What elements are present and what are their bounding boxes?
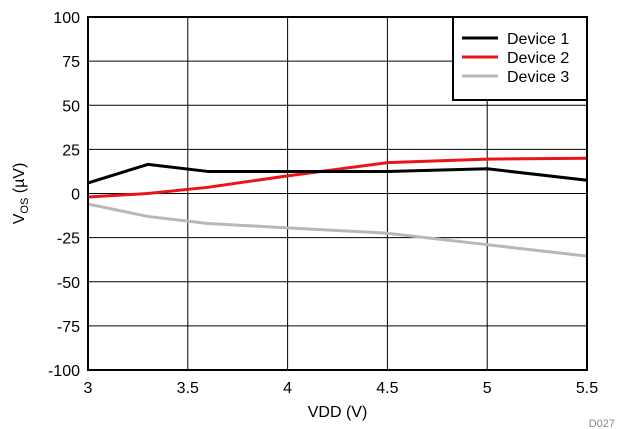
- series-line-device-1: [87, 162, 588, 185]
- x-axis-title: VDD (V): [308, 404, 368, 421]
- series-line-device-2: [87, 156, 588, 199]
- y-tick-label: 50: [62, 98, 80, 115]
- x-tick-label: 3.5: [177, 380, 199, 397]
- series-lines: [87, 156, 588, 258]
- y-axis-title-main: V: [11, 213, 28, 224]
- y-tick-label: -75: [57, 319, 80, 336]
- legend: Device 1 Device 2 Device 3: [452, 16, 588, 101]
- x-tick-label: 4: [283, 380, 292, 397]
- legend-label: Device 2: [507, 50, 569, 67]
- y-tick-label: 75: [62, 54, 80, 71]
- y-axis-title-unit: (µV): [11, 163, 28, 198]
- figure-id: D027: [589, 418, 615, 429]
- legend-label: Device 3: [507, 69, 569, 86]
- y-tick-label: 0: [71, 187, 80, 204]
- tick-labels: 3 3.5 4 4.5 5 5.5 100 75 50 25 0 -25 -50 -75 -100: [48, 10, 598, 397]
- y-tick-label: 25: [62, 142, 80, 159]
- y-tick-label: -25: [57, 231, 80, 248]
- y-tick-label: 100: [53, 10, 80, 27]
- y-axis-title-subscript: OS: [19, 198, 31, 214]
- x-tick-label: 3: [84, 380, 93, 397]
- y-tick-label: -100: [48, 363, 80, 380]
- x-tick-label: 5: [483, 380, 492, 397]
- series-line-device-3: [87, 202, 588, 258]
- legend-label: Device 1: [507, 31, 569, 48]
- y-axis-title: VOS (µV): [11, 163, 31, 225]
- x-tick-label: 5.5: [576, 380, 598, 397]
- x-tick-label: 4.5: [376, 380, 398, 397]
- grid: [88, 17, 587, 370]
- plot-frame: [87, 16, 588, 371]
- y-tick-label: -50: [57, 275, 80, 292]
